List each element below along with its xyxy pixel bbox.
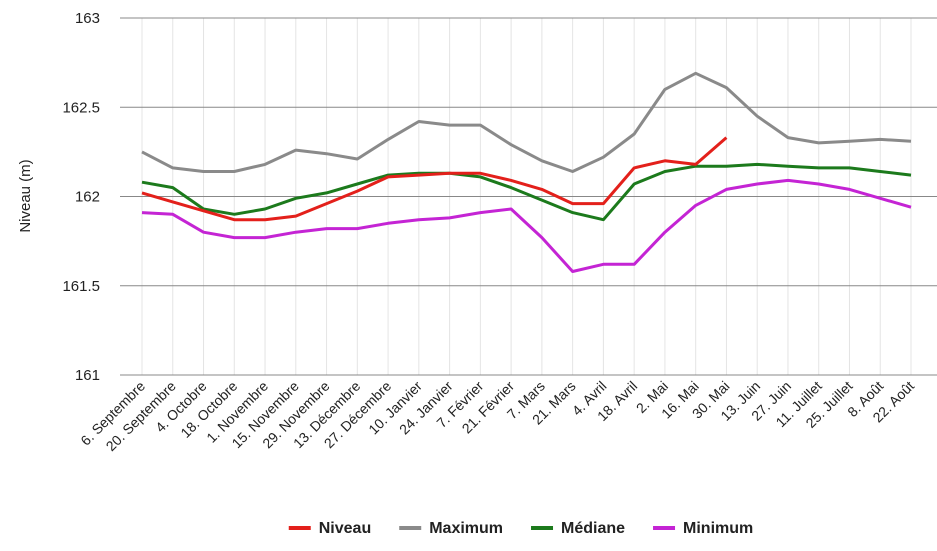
y-tick-label: 162 [75, 189, 100, 206]
legend: Niveau Maximum Médiane Minimum [288, 520, 753, 537]
legend-label: Médiane [561, 520, 625, 537]
legend-label: Maximum [429, 520, 503, 537]
y-axis-title: Niveau (m) [17, 159, 34, 232]
series-line [141, 178, 912, 273]
series-line [141, 71, 912, 173]
legend-label: Minimum [683, 520, 753, 537]
series-line [141, 136, 728, 222]
legend-label: Niveau [319, 520, 371, 537]
series-line [141, 162, 912, 222]
y-tick-label: 163 [75, 10, 100, 27]
y-tick-label: 162.5 [62, 99, 100, 116]
y-tick-label: 161.5 [62, 278, 100, 295]
y-tick-label: 161 [75, 367, 100, 384]
